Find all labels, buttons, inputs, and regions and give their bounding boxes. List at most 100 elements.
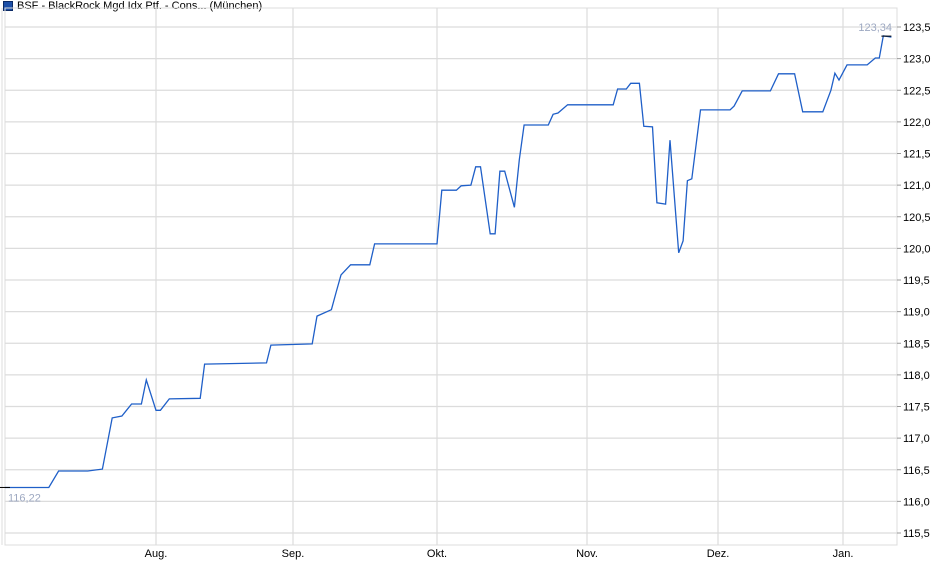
y-tick-label: 121,5 bbox=[903, 149, 931, 161]
data-point bbox=[699, 108, 702, 111]
data-point bbox=[111, 416, 114, 419]
data-point bbox=[777, 72, 780, 75]
data-point bbox=[140, 402, 143, 405]
end-value-label: 123,34 bbox=[858, 22, 892, 34]
data-point bbox=[494, 232, 497, 235]
y-tick-label: 123,5 bbox=[903, 22, 931, 34]
y-tick-label: 121,0 bbox=[903, 180, 931, 192]
data-point bbox=[690, 177, 693, 180]
y-tick-label: 120,0 bbox=[903, 243, 931, 255]
data-point bbox=[829, 89, 832, 92]
data-point bbox=[159, 409, 162, 412]
data-point bbox=[677, 251, 680, 254]
data-point bbox=[168, 397, 171, 400]
y-tick-label: 123,0 bbox=[903, 54, 931, 66]
data-point bbox=[668, 139, 671, 142]
data-point bbox=[874, 56, 877, 59]
data-point bbox=[664, 203, 667, 206]
data-point bbox=[474, 165, 477, 168]
data-point bbox=[655, 201, 658, 204]
data-point bbox=[489, 232, 492, 235]
data-point bbox=[340, 273, 343, 276]
price-series-line bbox=[5, 35, 892, 489]
data-point bbox=[86, 470, 89, 473]
x-tick-label: Nov. bbox=[576, 548, 598, 560]
data-point bbox=[612, 103, 615, 106]
data-point bbox=[101, 468, 104, 471]
data-point bbox=[311, 342, 314, 345]
plot-border bbox=[4, 7, 898, 546]
data-point bbox=[373, 242, 376, 245]
data-point bbox=[821, 110, 824, 113]
chart-title: BSF - BlackRock Mgd Idx Ptf. - Cons... (… bbox=[3, 0, 262, 12]
y-tick-label: 122,5 bbox=[903, 85, 931, 97]
y-tick-label: 116,5 bbox=[903, 465, 930, 477]
data-point bbox=[729, 108, 732, 111]
y-tick-label: 122,0 bbox=[903, 117, 931, 129]
x-tick-label: Okt. bbox=[427, 548, 447, 560]
data-point bbox=[616, 87, 619, 90]
data-point bbox=[629, 82, 632, 85]
legend-swatch bbox=[3, 1, 13, 11]
data-point bbox=[460, 184, 463, 187]
y-tick-label: 118,0 bbox=[903, 370, 930, 382]
data-point bbox=[130, 402, 133, 405]
data-point bbox=[686, 179, 689, 182]
data-point bbox=[625, 87, 628, 90]
data-point bbox=[682, 239, 685, 242]
data-point bbox=[552, 113, 555, 116]
data-point bbox=[866, 63, 869, 66]
data-point bbox=[523, 124, 526, 127]
data-point bbox=[518, 158, 521, 161]
data-point bbox=[846, 63, 849, 66]
y-tick-label: 115,5 bbox=[903, 528, 930, 540]
data-point bbox=[833, 72, 836, 75]
data-point bbox=[455, 189, 458, 192]
data-point bbox=[479, 165, 482, 168]
start-value-label: 116,22 bbox=[8, 492, 41, 504]
data-point bbox=[349, 263, 352, 266]
data-point bbox=[120, 414, 123, 417]
data-point bbox=[733, 105, 736, 108]
y-tick-label: 120,5 bbox=[903, 212, 931, 224]
data-point bbox=[469, 184, 472, 187]
data-point bbox=[57, 470, 60, 473]
data-point bbox=[503, 170, 506, 173]
data-point bbox=[801, 110, 804, 113]
x-tick-label: Aug. bbox=[145, 548, 168, 560]
data-point bbox=[47, 486, 50, 489]
data-point bbox=[513, 206, 516, 209]
data-point bbox=[769, 89, 772, 92]
data-point bbox=[793, 72, 796, 75]
data-point bbox=[199, 397, 202, 400]
data-point bbox=[566, 103, 569, 106]
chart-title-text: BSF - BlackRock Mgd Idx Ptf. - Cons... (… bbox=[17, 0, 263, 12]
x-tick-label: Jan. bbox=[833, 548, 854, 560]
y-tick-label: 119,0 bbox=[903, 307, 930, 319]
x-tick-label: Dez. bbox=[707, 548, 730, 560]
data-point bbox=[335, 291, 338, 294]
data-point bbox=[203, 363, 206, 366]
data-point bbox=[155, 409, 158, 412]
y-tick-label: 118,5 bbox=[903, 338, 930, 350]
data-point bbox=[368, 263, 371, 266]
data-point bbox=[651, 125, 654, 128]
data-point bbox=[265, 361, 268, 364]
data-point bbox=[440, 189, 443, 192]
data-point bbox=[436, 242, 439, 245]
data-point bbox=[642, 125, 645, 128]
data-point bbox=[837, 79, 840, 82]
x-tick-label: Sep. bbox=[282, 548, 305, 560]
data-point bbox=[330, 308, 333, 311]
data-point bbox=[638, 82, 641, 85]
data-point bbox=[741, 89, 744, 92]
y-tick-label: 117,0 bbox=[903, 433, 930, 445]
data-point bbox=[878, 56, 881, 59]
y-tick-label: 116,0 bbox=[903, 496, 930, 508]
data-point bbox=[316, 315, 319, 318]
data-point bbox=[547, 124, 550, 127]
data-point bbox=[269, 344, 272, 347]
y-tick-label: 117,5 bbox=[903, 402, 930, 414]
data-point bbox=[556, 112, 559, 115]
